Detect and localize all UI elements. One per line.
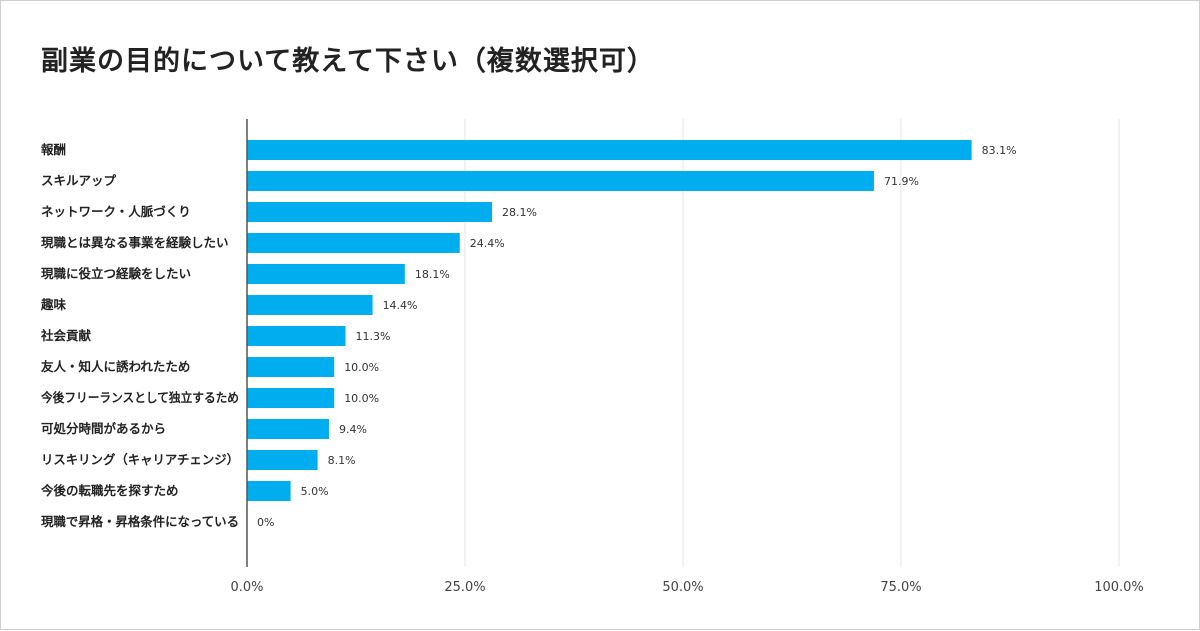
x-tick-label: 100.0% [1094,580,1144,595]
x-tick-label: 25.0% [444,580,485,595]
value-label: 9.4% [339,423,367,436]
value-label: 83.1% [982,144,1017,157]
value-label: 28.1% [502,206,537,219]
bar [247,233,460,253]
bar [247,140,972,160]
bar [247,357,335,377]
value-label: 18.1% [415,268,450,281]
value-label: 8.1% [328,454,356,467]
value-label: 14.4% [383,299,418,312]
category-label: スキルアップ [41,173,117,188]
chart-title: 副業の目的について教えて下さい（複数選択可） [41,46,655,77]
bar [247,326,346,346]
bar [247,419,329,439]
category-label: 今後の転職先を探すため [40,483,179,498]
bar [247,202,493,222]
value-label: 11.3% [356,330,391,343]
value-label: 71.9% [884,175,919,188]
category-label: 現職で昇格・昇格条件になっている [41,514,239,529]
category-label: リスキリング（キャリアチェンジ） [41,452,239,467]
category-label: 報酬 [41,142,66,157]
bar [247,295,373,315]
bar [247,481,291,501]
value-label: 24.4% [470,237,505,250]
x-tick-label: 75.0% [880,580,921,595]
bar [247,264,405,284]
value-label: 0% [257,516,274,529]
x-tick-label: 0.0% [230,580,263,595]
category-label: 趣味 [40,297,67,312]
bar [247,388,335,408]
bar [247,450,318,470]
x-tick-label: 50.0% [662,580,703,595]
value-label: 10.0% [344,361,379,374]
category-label: 今後フリーランスとして独立するため [40,390,239,405]
bar [247,171,874,191]
category-label: 可処分時間があるから [41,421,166,436]
value-label: 10.0% [344,392,379,405]
category-label: 友人・知人に誘われたため [40,359,190,374]
category-label: 現職に役立つ経験をしたい [41,266,191,281]
value-label: 5.0% [301,485,329,498]
category-label: ネットワーク・人脈づくり [41,204,191,219]
category-label: 現職とは異なる事業を経験したい [41,235,229,250]
category-label: 社会貢献 [40,328,92,343]
